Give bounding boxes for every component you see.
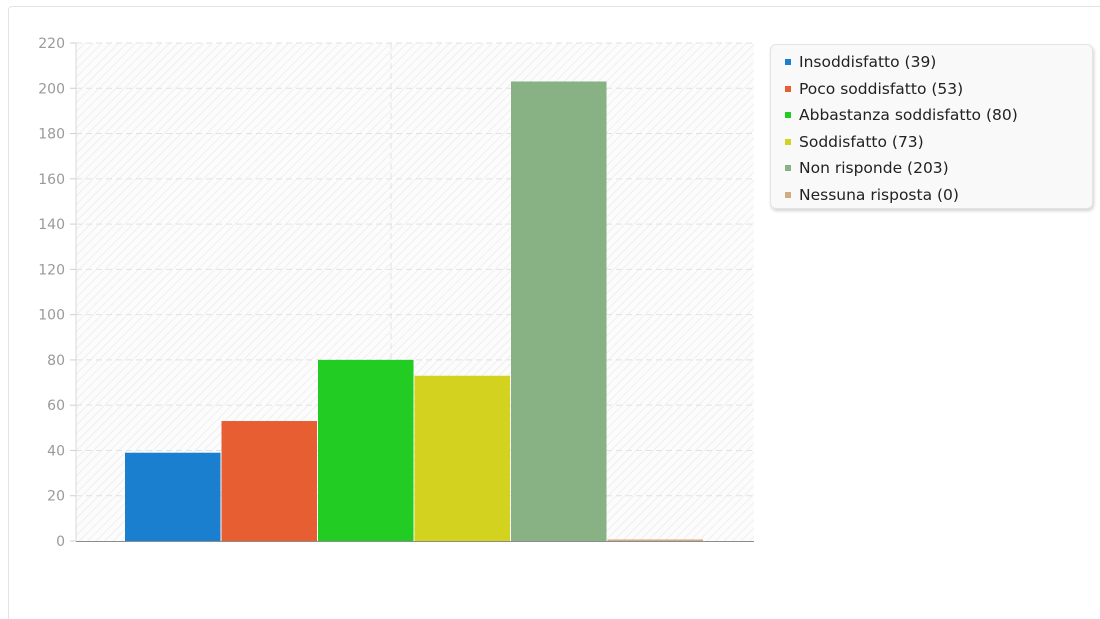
bar-soddisfatto[interactable] bbox=[414, 375, 511, 541]
y-tick-label: 200 bbox=[38, 81, 65, 97]
legend-item[interactable]: Nessuna risposta (0) bbox=[785, 182, 1092, 209]
bars bbox=[125, 81, 704, 542]
y-tick-label: 140 bbox=[38, 217, 65, 233]
y-tick-label: 220 bbox=[38, 36, 65, 52]
y-tick-label: 160 bbox=[38, 172, 65, 188]
legend-item[interactable]: Insoddisfatto (39) bbox=[785, 49, 1092, 76]
bar-chart: 0 20 40 60 80 100 120 140 160 180 200 220 bbox=[38, 36, 754, 550]
bar-abbastanza-soddisfatto[interactable] bbox=[318, 359, 414, 541]
legend-item[interactable]: Non risponde (203) bbox=[785, 155, 1092, 182]
grid-lines bbox=[76, 42, 754, 541]
legend-swatch bbox=[785, 59, 791, 66]
legend-label: Abbastanza soddisfatto (80) bbox=[799, 106, 1018, 125]
bar-poco-soddisfatto[interactable] bbox=[221, 421, 318, 541]
y-tick-label: 40 bbox=[47, 443, 65, 459]
legend-label: Poco soddisfatto (53) bbox=[799, 79, 964, 98]
legend-swatch bbox=[785, 191, 791, 198]
bar-non-risponde[interactable] bbox=[511, 81, 607, 542]
legend-label: Non risponde (203) bbox=[799, 159, 949, 178]
legend-label: Soddisfatto (73) bbox=[799, 132, 924, 151]
chart-legend: Insoddisfatto (39) Poco soddisfatto (53) A… bbox=[770, 44, 1093, 209]
legend-label: Nessuna risposta (0) bbox=[799, 185, 959, 204]
y-tick-label: 60 bbox=[47, 398, 65, 414]
bar-insoddisfatto[interactable] bbox=[125, 452, 221, 541]
legend-item[interactable]: Abbastanza soddisfatto (80) bbox=[785, 102, 1092, 129]
y-axis-ticks: 0 20 40 60 80 100 120 140 160 180 200 220 bbox=[38, 36, 76, 550]
legend-swatch bbox=[785, 165, 791, 172]
legend-swatch bbox=[785, 138, 791, 145]
y-tick-label: 180 bbox=[38, 127, 65, 143]
bar-nessuna-risposta[interactable] bbox=[607, 539, 704, 542]
chart-frame bbox=[8, 6, 1100, 619]
legend-swatch bbox=[785, 85, 791, 92]
y-tick-label: 20 bbox=[47, 489, 65, 505]
y-tick-label: 120 bbox=[38, 262, 65, 278]
y-tick-label: 80 bbox=[47, 353, 65, 369]
legend-item[interactable]: Poco soddisfatto (53) bbox=[785, 76, 1092, 103]
y-tick-label: 0 bbox=[56, 534, 65, 550]
legend-swatch bbox=[785, 112, 791, 119]
legend-label: Insoddisfatto (39) bbox=[799, 53, 937, 72]
legend-item[interactable]: Soddisfatto (73) bbox=[785, 129, 1092, 156]
y-tick-label: 100 bbox=[38, 308, 65, 324]
